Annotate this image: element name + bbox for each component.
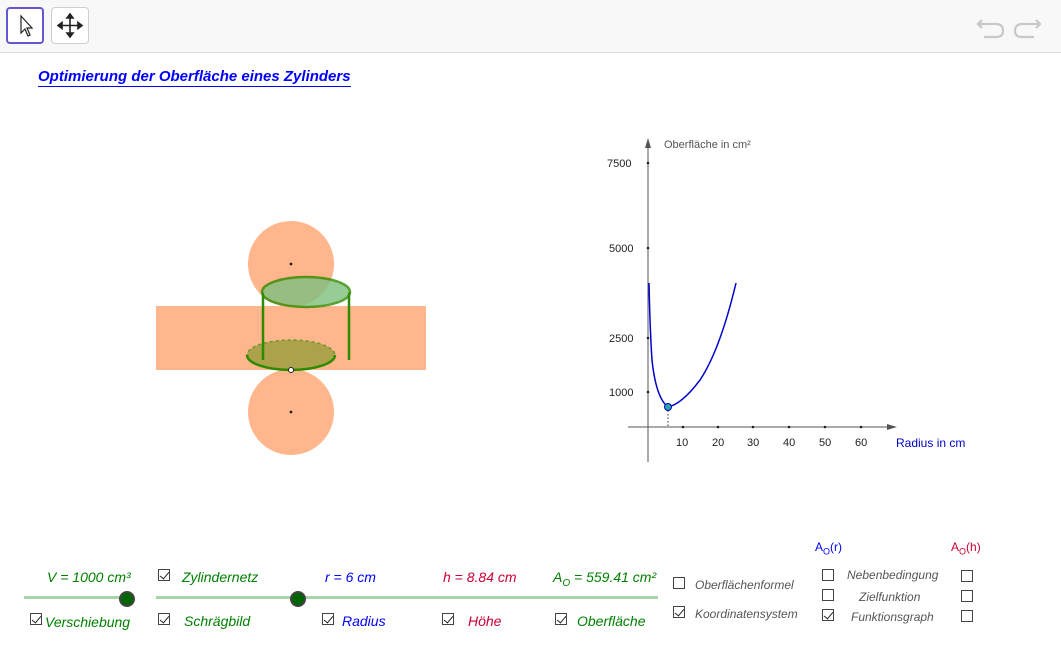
x-tick-label: 30: [747, 437, 759, 449]
nebenbedingung-r-checkbox[interactable]: [822, 569, 834, 581]
nebenbedingung-h-checkbox[interactable]: [961, 570, 973, 582]
y-tick-label: 2500: [609, 333, 633, 345]
radius-checkbox[interactable]: [322, 613, 334, 625]
hoehe-checkbox[interactable]: [442, 613, 454, 625]
funktionsgraph-label: Funktionsgraph: [851, 610, 934, 624]
move-tool-button[interactable]: [51, 7, 89, 44]
undo-icon[interactable]: [976, 14, 1006, 40]
nebenbedingung-label: Nebenbedingung: [847, 568, 939, 582]
verschiebung-label: Verschiebung: [45, 614, 131, 630]
x-axis-label: Radius in cm: [896, 436, 965, 450]
column-header-r: AO(r): [815, 540, 843, 557]
page-title: Optimierung der Oberfläche eines Zylinde…: [38, 68, 351, 87]
height-value-label: h = 8.84 cm: [443, 569, 517, 585]
radius-slider-track[interactable]: [156, 596, 658, 599]
cylinder-top-ellipse: [260, 275, 352, 309]
radius-value-label: r = 6 cm: [325, 569, 376, 585]
zylindernetz-label: Zylindernetz: [182, 569, 259, 585]
column-header-h: AO(h): [951, 540, 981, 557]
minimum-point: [664, 403, 672, 411]
move-icon: [56, 12, 84, 39]
volume-slider-track[interactable]: [24, 596, 134, 599]
zielfunktion-h-checkbox[interactable]: [961, 590, 973, 602]
zielfunktion-r-checkbox[interactable]: [822, 589, 834, 601]
oberflaechenformel-label: Oberflächenformel: [695, 578, 794, 592]
hoehe-label: Höhe: [468, 613, 502, 629]
verschiebung-checkbox[interactable]: [30, 613, 42, 625]
x-tick-label: 10: [676, 437, 688, 449]
y-tick-label: 5000: [609, 243, 633, 255]
funktionsgraph-r-checkbox[interactable]: [822, 609, 834, 621]
zielfunktion-label: Zielfunktion: [859, 590, 921, 604]
oberflaechenformel-checkbox[interactable]: [673, 577, 685, 589]
redo-icon[interactable]: [1012, 14, 1042, 40]
x-tick-label: 60: [855, 437, 867, 449]
oberflaeche-label: Oberfläche: [577, 613, 646, 629]
select-tool-button[interactable]: [6, 7, 44, 44]
x-tick-label: 40: [783, 437, 795, 449]
schraegbild-checkbox[interactable]: [158, 613, 170, 625]
schraegbild-label: Schrägbild: [184, 613, 251, 629]
x-tick-label: 50: [819, 437, 831, 449]
pointer-icon: [20, 14, 34, 37]
volume-slider-knob[interactable]: [119, 591, 135, 607]
move-point: [288, 367, 294, 373]
surface-area-graph: Oberfläche in cm² Radius in cm 7500 5000…: [607, 138, 965, 462]
y-axis-label: Oberfläche in cm²: [664, 139, 751, 151]
cylinder-net-figure: [156, 221, 426, 455]
zylindernetz-checkbox[interactable]: [158, 569, 170, 581]
radius-label: Radius: [342, 613, 386, 629]
radius-slider-knob[interactable]: [290, 591, 306, 607]
x-tick-label: 20: [712, 437, 724, 449]
koordinatensystem-label: Koordinatensystem: [695, 607, 798, 621]
y-tick-label: 7500: [607, 158, 631, 170]
toolbar: [0, 0, 1061, 53]
funktionsgraph-h-checkbox[interactable]: [961, 610, 973, 622]
volume-label: V = 1000 cm³: [47, 569, 131, 585]
y-tick-label: 1000: [609, 387, 633, 399]
oberflaeche-checkbox[interactable]: [555, 613, 567, 625]
surface-function-curve: [648, 282, 737, 408]
surface-value-label: AO = 559.41 cm²: [553, 569, 657, 589]
koordinatensystem-checkbox[interactable]: [673, 606, 685, 618]
